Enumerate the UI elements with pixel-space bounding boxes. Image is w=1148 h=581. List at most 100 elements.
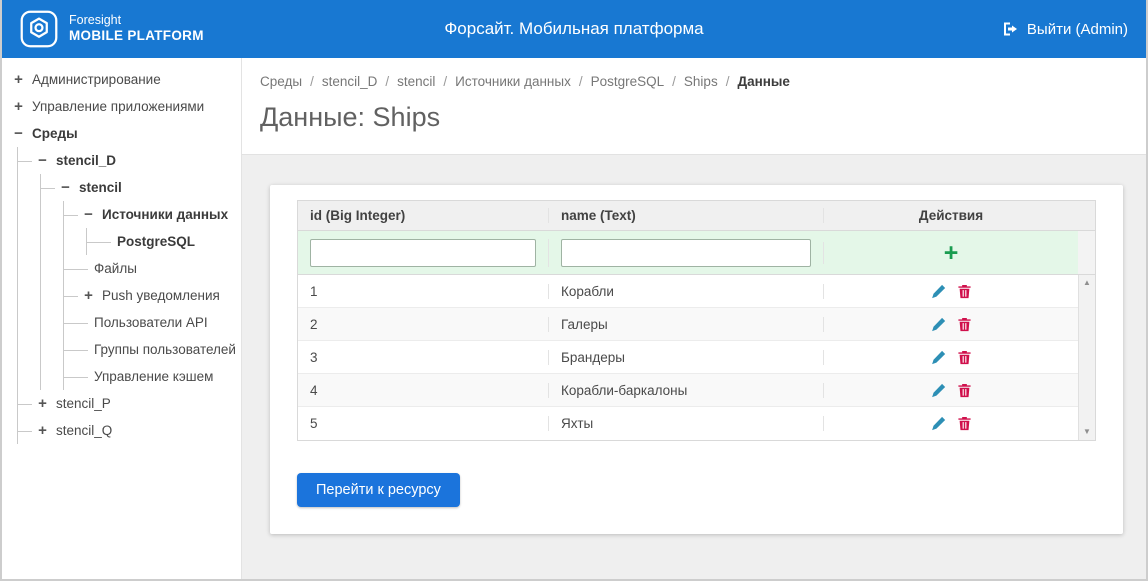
delete-button[interactable] <box>957 383 972 398</box>
table-header-row: id (Big Integer) name (Text) Действия <box>298 201 1095 231</box>
tree-branch: − Источники данных PostgreSQL Файлы + Push ув… <box>63 201 241 390</box>
tree-item[interactable]: + Управление приложениями <box>10 93 241 120</box>
tree-item[interactable]: − stencil_D <box>18 147 241 174</box>
breadcrumb-separator: / <box>725 74 730 89</box>
logo-text: Foresight MOBILE PLATFORM <box>69 13 204 46</box>
tree-item[interactable]: Группы пользователей <box>64 336 241 363</box>
table-body: 1 Корабли 2 Галеры <box>298 275 1095 440</box>
tree-item[interactable]: − stencil <box>41 174 241 201</box>
breadcrumb-item[interactable]: Источники данных <box>455 74 571 89</box>
cell-name: Брандеры <box>548 349 823 365</box>
tree-item[interactable]: + stencil_P <box>18 390 241 417</box>
logout-icon <box>1002 21 1018 37</box>
tree-item-label: Пользователи API <box>94 315 208 330</box>
table-scrollbar[interactable]: ▲ ▼ <box>1078 275 1095 440</box>
add-row-button[interactable]: + <box>943 238 959 267</box>
table-filter-row: + <box>298 231 1095 275</box>
table-row: 3 Брандеры <box>298 341 1078 374</box>
delete-button[interactable] <box>957 284 972 299</box>
minus-icon[interactable]: − <box>38 152 47 169</box>
tree-item-label: stencil <box>79 180 122 195</box>
tree-item[interactable]: + stencil_Q <box>18 417 241 444</box>
cell-id: 4 <box>310 382 318 398</box>
data-card: id (Big Integer) name (Text) Действия <box>270 185 1123 534</box>
cell-actions <box>823 316 1078 332</box>
column-header-id: id (Big Integer) <box>310 208 406 223</box>
plus-icon[interactable]: + <box>84 287 93 304</box>
tree-item-label: Файлы <box>94 261 137 276</box>
minus-icon[interactable]: − <box>14 125 23 142</box>
breadcrumb-separator: / <box>310 74 314 89</box>
foresight-logo-icon <box>20 10 58 48</box>
tree-item-label: PostgreSQL <box>117 234 196 249</box>
tree-branch: − stencil_D − stencil − Источники данных Postg… <box>17 147 241 444</box>
logo[interactable]: Foresight MOBILE PLATFORM <box>20 10 204 48</box>
table-rows: 1 Корабли 2 Галеры <box>298 275 1078 440</box>
scroll-up-arrow[interactable]: ▲ <box>1083 278 1091 287</box>
tree-item[interactable]: − Источники данных <box>64 201 241 228</box>
breadcrumb-item[interactable]: Ships <box>683 74 718 89</box>
tree-item-label: Среды <box>32 126 78 141</box>
edit-button[interactable] <box>931 317 946 332</box>
tree-item[interactable]: + Администрирование <box>10 66 241 93</box>
tree-item-label: Управление кэшем <box>94 369 214 384</box>
tree-item[interactable]: Управление кэшем <box>64 363 241 390</box>
logout-button[interactable]: Выйти (Admin) <box>1002 21 1128 38</box>
tree-item[interactable]: Пользователи API <box>64 309 241 336</box>
table-row: 2 Галеры <box>298 308 1078 341</box>
data-table: id (Big Integer) name (Text) Действия <box>297 200 1096 441</box>
filter-cell-name <box>548 238 823 267</box>
edit-button[interactable] <box>931 350 946 365</box>
minus-icon[interactable]: − <box>84 206 93 223</box>
app-header: Foresight MOBILE PLATFORM Форсайт. Мобил… <box>2 0 1146 58</box>
cell-id: 3 <box>310 349 318 365</box>
minus-icon[interactable]: − <box>61 179 70 196</box>
table-row: 5 Яхты <box>298 407 1078 440</box>
main-area: + Администрирование + Управление приложения… <box>2 58 1146 579</box>
tree-item[interactable]: Файлы <box>64 255 241 282</box>
cell-actions <box>823 283 1078 299</box>
breadcrumb-item[interactable]: Среды <box>260 74 303 89</box>
delete-button[interactable] <box>957 416 972 431</box>
breadcrumb-item[interactable]: stencil <box>397 74 436 89</box>
cell-id: 5 <box>310 416 318 431</box>
breadcrumb: Среды / stencil_D / stencil / Источники данных… <box>260 74 1126 89</box>
delete-button[interactable] <box>957 317 972 332</box>
cell-actions <box>823 349 1078 365</box>
page-title: Данные: Ships <box>260 102 441 132</box>
tree-item-label: Push уведомления <box>102 288 220 303</box>
plus-icon[interactable]: + <box>14 98 23 115</box>
edit-button[interactable] <box>931 416 946 431</box>
edit-button[interactable] <box>931 383 946 398</box>
tree-item-label: stencil_P <box>56 396 111 411</box>
breadcrumb-separator: / <box>578 74 583 89</box>
column-header-actions: Действия <box>823 208 1078 223</box>
edit-button[interactable] <box>931 284 946 299</box>
logout-label: Выйти (Admin) <box>1026 20 1128 38</box>
cell-name: Яхты <box>548 416 823 431</box>
plus-icon[interactable]: + <box>38 395 47 412</box>
tree-item[interactable]: − Среды <box>10 120 241 147</box>
delete-button[interactable] <box>957 350 972 365</box>
plus-icon[interactable]: + <box>14 71 23 88</box>
tree-item[interactable]: PostgreSQL <box>87 228 241 255</box>
cell-name: Корабли-баркалоны <box>548 382 823 398</box>
cell-id: 1 <box>310 283 318 299</box>
scroll-down-arrow[interactable]: ▼ <box>1083 427 1091 436</box>
tree-item-label: Администрирование <box>32 72 161 87</box>
tree-item-label: stencil_Q <box>56 423 113 438</box>
cell-actions <box>823 416 1078 431</box>
name-filter-input[interactable] <box>561 238 811 267</box>
breadcrumb-item: Данные <box>737 74 790 89</box>
column-header-name: name (Text) <box>548 208 823 223</box>
breadcrumb-item[interactable]: stencil_D <box>321 74 378 89</box>
sidebar-tree: + Администрирование + Управление приложения… <box>2 58 242 579</box>
cell-name: Галеры <box>548 316 823 332</box>
plus-icon[interactable]: + <box>38 422 47 439</box>
table-row: 1 Корабли <box>298 275 1078 308</box>
go-to-resource-button[interactable]: Перейти к ресурсу <box>297 473 460 507</box>
tree-item[interactable]: + Push уведомления <box>64 282 241 309</box>
breadcrumb-item[interactable]: PostgreSQL <box>590 74 665 89</box>
id-filter-input[interactable] <box>310 238 536 267</box>
